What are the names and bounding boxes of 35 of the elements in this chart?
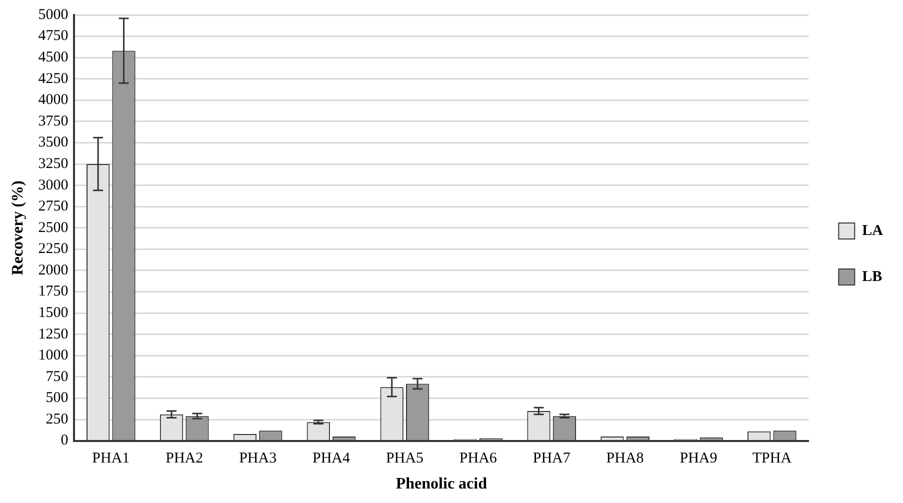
x-axis-title: Phenolic acid — [396, 476, 488, 493]
x-tick-label: PHA6 — [459, 450, 498, 467]
y-tick-label: 1750 — [38, 284, 68, 300]
x-tick-label: PHA5 — [386, 450, 424, 467]
y-tick-label: 3750 — [38, 113, 68, 130]
y-tick-label: 500 — [46, 390, 68, 406]
y-tick-label: 4750 — [38, 28, 68, 44]
y-axis-title: Recovery (%) — [10, 180, 27, 276]
x-tick-label: PHA1 — [92, 450, 130, 467]
x-tick-label: TPHA — [752, 450, 792, 467]
y-tick-label: 2750 — [38, 198, 68, 215]
y-tick-label: 0 — [60, 432, 68, 449]
y-tick-label: 750 — [46, 368, 68, 385]
x-tick-label: PHA3 — [239, 450, 277, 467]
y-tick-label: 4250 — [38, 70, 68, 87]
legend-label: LA — [862, 222, 884, 239]
y-tick-label: 4000 — [38, 92, 68, 108]
x-tick-label: PHA4 — [312, 450, 351, 467]
x-tick-label: PHA8 — [606, 450, 644, 467]
y-tick-label: 250 — [46, 411, 68, 428]
y-tick-label: 1250 — [38, 326, 68, 342]
y-tick-label: 3250 — [38, 156, 68, 172]
x-tick-label: PHA7 — [532, 450, 571, 467]
y-tick-label: 3500 — [38, 134, 68, 151]
x-tick-label: PHA9 — [680, 450, 718, 467]
y-tick-label: 2000 — [38, 262, 68, 278]
y-tick-label: 2250 — [38, 241, 68, 258]
y-tick-label: 1500 — [38, 304, 68, 321]
legend-label: LB — [862, 268, 882, 285]
x-tick-label: PHA2 — [166, 450, 204, 467]
y-tick-label: 4500 — [38, 50, 68, 66]
y-tick-label: 3000 — [38, 177, 68, 194]
y-tick-label: 1000 — [38, 348, 68, 364]
y-tick-label: 5000 — [38, 6, 68, 23]
y-tick-label: 2500 — [38, 220, 68, 236]
